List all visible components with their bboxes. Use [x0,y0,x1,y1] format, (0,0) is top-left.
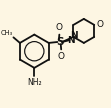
Text: O: O [96,20,103,29]
Text: N: N [70,32,78,40]
Text: NH₂: NH₂ [27,78,42,87]
Text: S: S [56,37,64,47]
Text: O: O [58,52,65,61]
Text: O: O [56,23,63,32]
Text: CH₃: CH₃ [0,30,13,36]
Text: N: N [67,36,75,45]
